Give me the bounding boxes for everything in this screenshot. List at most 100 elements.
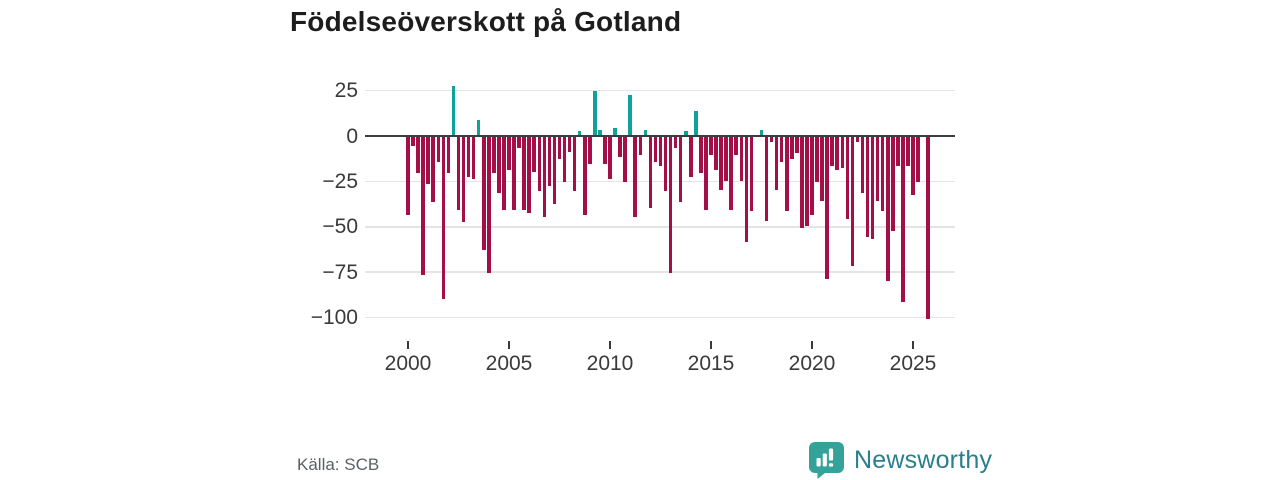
x-axis-tick-label: 2025 <box>889 352 937 375</box>
bar <box>744 137 749 243</box>
bar <box>699 137 703 174</box>
bar <box>663 137 668 192</box>
bar <box>719 137 723 190</box>
bar <box>774 137 779 190</box>
bar <box>527 137 531 214</box>
newsworthy-wordmark: Newsworthy <box>854 445 993 474</box>
bar <box>406 137 410 216</box>
bar <box>835 137 840 170</box>
bar <box>577 131 582 135</box>
bar <box>724 137 728 181</box>
bar <box>714 137 718 170</box>
bar <box>411 137 415 147</box>
x-axis-tick-label: 2000 <box>384 352 432 375</box>
bar <box>451 85 456 135</box>
bar <box>875 137 880 201</box>
bar <box>653 137 658 163</box>
x-axis-tick <box>811 341 813 349</box>
bar <box>739 137 744 181</box>
bar <box>795 137 799 154</box>
bar <box>426 137 430 185</box>
bar <box>497 137 501 194</box>
bar <box>709 137 713 156</box>
newsworthy-logo: Newsworthy <box>808 441 992 479</box>
bar <box>421 137 425 276</box>
bar <box>441 137 446 299</box>
bar <box>552 137 557 205</box>
bar <box>648 137 653 208</box>
bar <box>416 137 420 174</box>
bar <box>547 137 552 187</box>
bar <box>805 137 809 226</box>
x-axis-tick-label: 2005 <box>485 352 533 375</box>
bar <box>870 137 875 239</box>
bar <box>906 137 910 167</box>
bar <box>810 137 814 216</box>
bar <box>830 137 834 167</box>
bar <box>628 95 632 135</box>
bar <box>456 137 461 210</box>
bar <box>678 137 683 203</box>
bar <box>623 137 627 183</box>
bar <box>704 137 708 210</box>
bar <box>896 137 900 167</box>
grid-line <box>365 271 955 273</box>
bar <box>729 137 733 210</box>
bar <box>522 137 526 210</box>
x-axis-tick <box>912 341 914 349</box>
bar <box>784 137 789 212</box>
bar <box>466 137 471 177</box>
bar <box>694 111 698 135</box>
bar <box>562 137 567 183</box>
zero-axis-line <box>365 134 955 138</box>
bar <box>764 137 769 221</box>
bar <box>512 137 516 210</box>
bar <box>593 91 597 135</box>
chart-title: Födelseöverskott på Gotland <box>290 6 682 37</box>
y-axis-tick-label: 25 <box>334 79 358 103</box>
grid-line <box>365 316 955 319</box>
bar <box>557 137 562 159</box>
bar <box>461 137 466 223</box>
bar <box>517 137 521 148</box>
bar <box>825 137 829 279</box>
bar <box>633 137 638 217</box>
x-axis-tick <box>407 341 409 349</box>
bar <box>865 137 870 237</box>
bar <box>567 137 572 152</box>
grid-line <box>365 89 955 92</box>
bar <box>588 137 592 165</box>
bar <box>446 137 451 174</box>
bar <box>608 137 612 179</box>
bar <box>487 137 491 274</box>
bar <box>860 137 865 194</box>
bar <box>537 137 542 192</box>
bar <box>880 137 885 212</box>
y-axis-tick-label: −100 <box>310 306 358 330</box>
y-axis-tick-label: −50 <box>322 215 358 239</box>
bar <box>759 129 764 135</box>
bar <box>643 129 648 135</box>
bar <box>431 137 436 203</box>
bar <box>800 137 804 228</box>
bar <box>734 137 739 156</box>
bar <box>481 137 486 250</box>
x-axis-tick <box>508 341 510 349</box>
bar <box>598 129 602 135</box>
bar <box>668 137 673 274</box>
bar <box>850 137 855 266</box>
bar <box>618 137 622 157</box>
source-note: Källa: SCB <box>297 455 380 474</box>
bar <box>769 137 774 143</box>
newsworthy-bubble-barchart-icon <box>808 441 845 479</box>
bar <box>492 137 496 174</box>
x-axis-tick-label: 2010 <box>586 352 634 375</box>
bar <box>916 137 920 183</box>
bar <box>901 137 905 303</box>
bar <box>749 137 754 212</box>
x-axis-tick-label: 2020 <box>788 352 836 375</box>
bar <box>683 131 688 135</box>
grid-line <box>365 226 955 228</box>
bar <box>572 137 577 192</box>
